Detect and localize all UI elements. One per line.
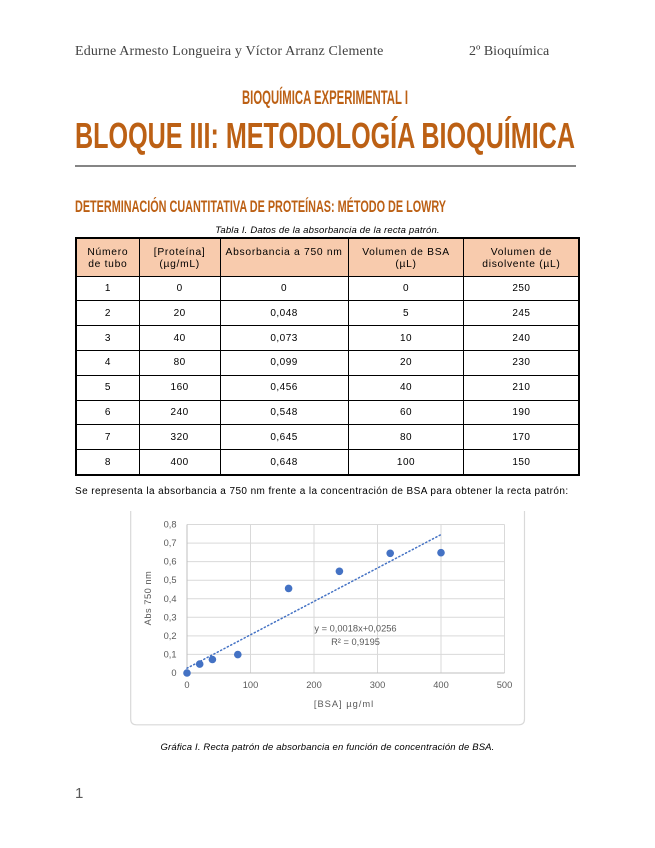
svg-text:0,3: 0,3 — [163, 612, 176, 622]
svg-text:0,8: 0,8 — [163, 520, 176, 530]
svg-text:0,2: 0,2 — [163, 631, 176, 641]
svg-text:0,7: 0,7 — [163, 538, 176, 548]
svg-text:Abs 750 nm: Abs 750 nm — [143, 571, 153, 626]
svg-text:R² = 0,9195: R² = 0,9195 — [331, 637, 380, 647]
svg-text:500: 500 — [496, 680, 512, 690]
svg-text:0: 0 — [184, 680, 189, 690]
svg-text:y = 0,0018x+0,0256: y = 0,0018x+0,0256 — [314, 624, 396, 634]
svg-text:200: 200 — [306, 680, 322, 690]
svg-text:0,5: 0,5 — [163, 575, 176, 585]
svg-text:400: 400 — [433, 680, 449, 690]
svg-text:300: 300 — [369, 680, 385, 690]
svg-text:0,6: 0,6 — [163, 557, 176, 567]
svg-text:0,4: 0,4 — [163, 594, 176, 604]
svg-text:[BSA] µg/ml: [BSA] µg/ml — [313, 699, 373, 709]
svg-text:0,1: 0,1 — [163, 649, 176, 659]
svg-text:100: 100 — [242, 680, 258, 690]
svg-text:0: 0 — [171, 668, 176, 678]
